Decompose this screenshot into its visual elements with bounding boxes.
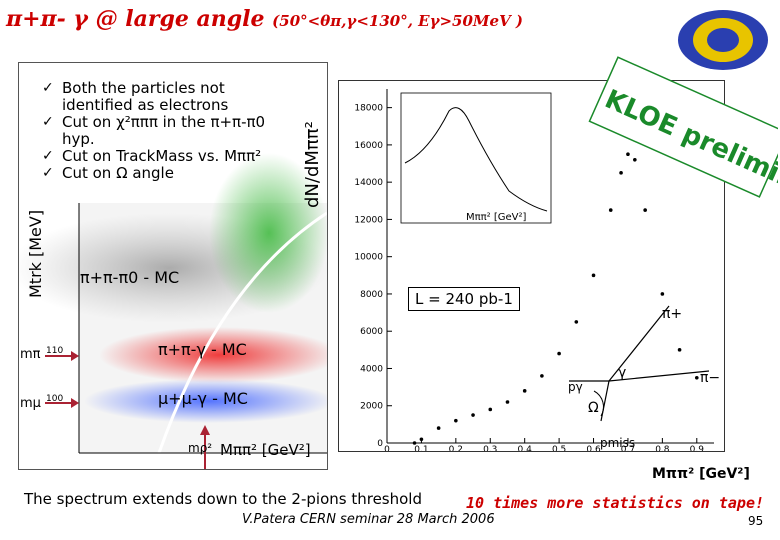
y-tick-label: 12000 (354, 215, 383, 225)
luminosity-box: L = 240 pb-1 (408, 287, 520, 311)
data-point (419, 437, 424, 442)
data-point (626, 152, 630, 157)
scatter-y-tick: 110 (46, 346, 64, 356)
x-tick-label: 0.8 (655, 445, 670, 451)
diagram-label-p-miss: pmiss (600, 436, 636, 450)
data-point (619, 171, 623, 175)
x-tick-label: 0.7 (621, 445, 635, 451)
cut-item: ✓ Cut on TrackMass vs. Mππ² (42, 147, 262, 165)
pi-plus-track (608, 305, 670, 382)
x-tick-label: 0.6 (586, 445, 601, 451)
scatter-y-tick: 100 (46, 394, 64, 404)
cut-list: ✓ Both the particles not identified as el… (40, 80, 300, 182)
y-tick-label: 10000 (354, 253, 383, 263)
title-main: π+π- γ @ large angle (6, 6, 265, 32)
inset-plot (400, 92, 552, 224)
data-point (694, 375, 699, 380)
data-point (454, 418, 458, 423)
data-point (643, 208, 647, 212)
boundary-curve (157, 211, 327, 454)
y-tick-label: 4000 (360, 364, 383, 374)
y-tick-label: 18000 (354, 104, 383, 114)
data-point (660, 292, 665, 296)
seminar-credit: V.Patera CERN seminar 28 March 2006 (242, 512, 495, 527)
data-point (677, 348, 682, 352)
x-tick-label: 0.3 (483, 445, 497, 451)
diagram-label-omega: Ω (588, 400, 599, 416)
green-region (209, 153, 327, 313)
statistics-note: 10 times more statistics on tape! (466, 494, 765, 512)
y-tick-label: 8000 (360, 290, 383, 300)
event-diagram (569, 305, 710, 422)
y-tick-label: 16000 (354, 141, 383, 151)
check-icon: ✓ (42, 165, 54, 181)
scatter-plot (19, 153, 327, 469)
data-point (471, 413, 475, 417)
y-tick-label: 14000 (354, 178, 383, 188)
x-tick-label: 0.1 (414, 445, 428, 451)
data-point (591, 273, 596, 278)
y-tick-label: 0 (377, 439, 383, 449)
diagram-label-p-gamma: pγ (568, 380, 583, 394)
spectrum-svg: 18000 16000 14000 12000 10000 8000 6000 4000 200… (354, 89, 714, 455)
kloe-preliminary-stamp: KLOE preliminary (588, 56, 778, 210)
region-label-pipigamma: π+π-γ - MC (158, 340, 247, 359)
scatter-x-label: Mππ² [GeV²] (220, 441, 311, 459)
cut-item: ✓ Both the particles not identified as el… (42, 79, 229, 114)
scatter-panel (18, 62, 328, 470)
slide-title: π+π- γ @ large angle (50°<θπ,γ<130°, Eγ>… (6, 6, 523, 32)
spectrum-y-label: dN/dMππ² (302, 121, 323, 208)
y-tick-label: 2000 (360, 402, 383, 412)
data-point (412, 441, 417, 445)
cut-item: ✓ Cut on χ²πππ in the π+π-π0 hyp. (42, 113, 266, 148)
data-point (574, 320, 579, 324)
x-tick-label: 0.4 (518, 445, 533, 451)
data-point (633, 158, 637, 162)
diagram-label-pi-plus: π+ (662, 306, 683, 322)
check-icon: ✓ (42, 148, 54, 164)
check-icon: ✓ (42, 114, 54, 130)
spectrum-note: The spectrum extends down to the 2-pions… (24, 490, 422, 508)
data-point (557, 351, 561, 356)
region-label-mumugamma: μ+μ-γ - MC (158, 389, 248, 408)
x-tick-label: 0 (384, 445, 390, 451)
diagram-label-pi-minus: π− (700, 370, 721, 386)
spectrum-x-label: Mππ² [GeV²] (652, 466, 750, 482)
inset-curve (404, 107, 548, 212)
data-point (488, 407, 493, 412)
x-tick-label: 0.2 (449, 445, 463, 451)
y-tick-label: 6000 (360, 327, 383, 337)
marker-m-pi: mπ (20, 347, 41, 362)
pipigamma-region (99, 327, 327, 383)
diagram-label-gamma: γ (618, 365, 627, 381)
marker-m-rho: mρ² (188, 441, 213, 455)
data-point (436, 426, 441, 430)
title-cuts: (50°<θπ,γ<130°, Eγ>50MeV ) (272, 12, 524, 30)
data-point (608, 208, 613, 212)
pi-minus-track (608, 370, 710, 382)
mumugamma-region (84, 379, 327, 423)
data-point (505, 400, 510, 404)
x-tick-label: 0.9 (690, 445, 705, 451)
kloe-logo (678, 10, 768, 70)
data-point (522, 389, 527, 393)
marker-m-mu: mμ (20, 396, 41, 411)
cut-item: ✓ Cut on Ω angle (42, 164, 174, 182)
page-number: 95 (748, 514, 764, 528)
data-point (540, 374, 544, 378)
inset-x-label: Mππ² [GeV²] (466, 212, 527, 223)
region-label-pi3: π+π-π0 - MC (80, 268, 180, 287)
check-icon: ✓ (42, 80, 54, 96)
scatter-y-label: Mtrk [MeV] (26, 209, 45, 298)
omega-angle-arc (593, 390, 604, 417)
x-tick-label: 0.5 (552, 445, 566, 451)
